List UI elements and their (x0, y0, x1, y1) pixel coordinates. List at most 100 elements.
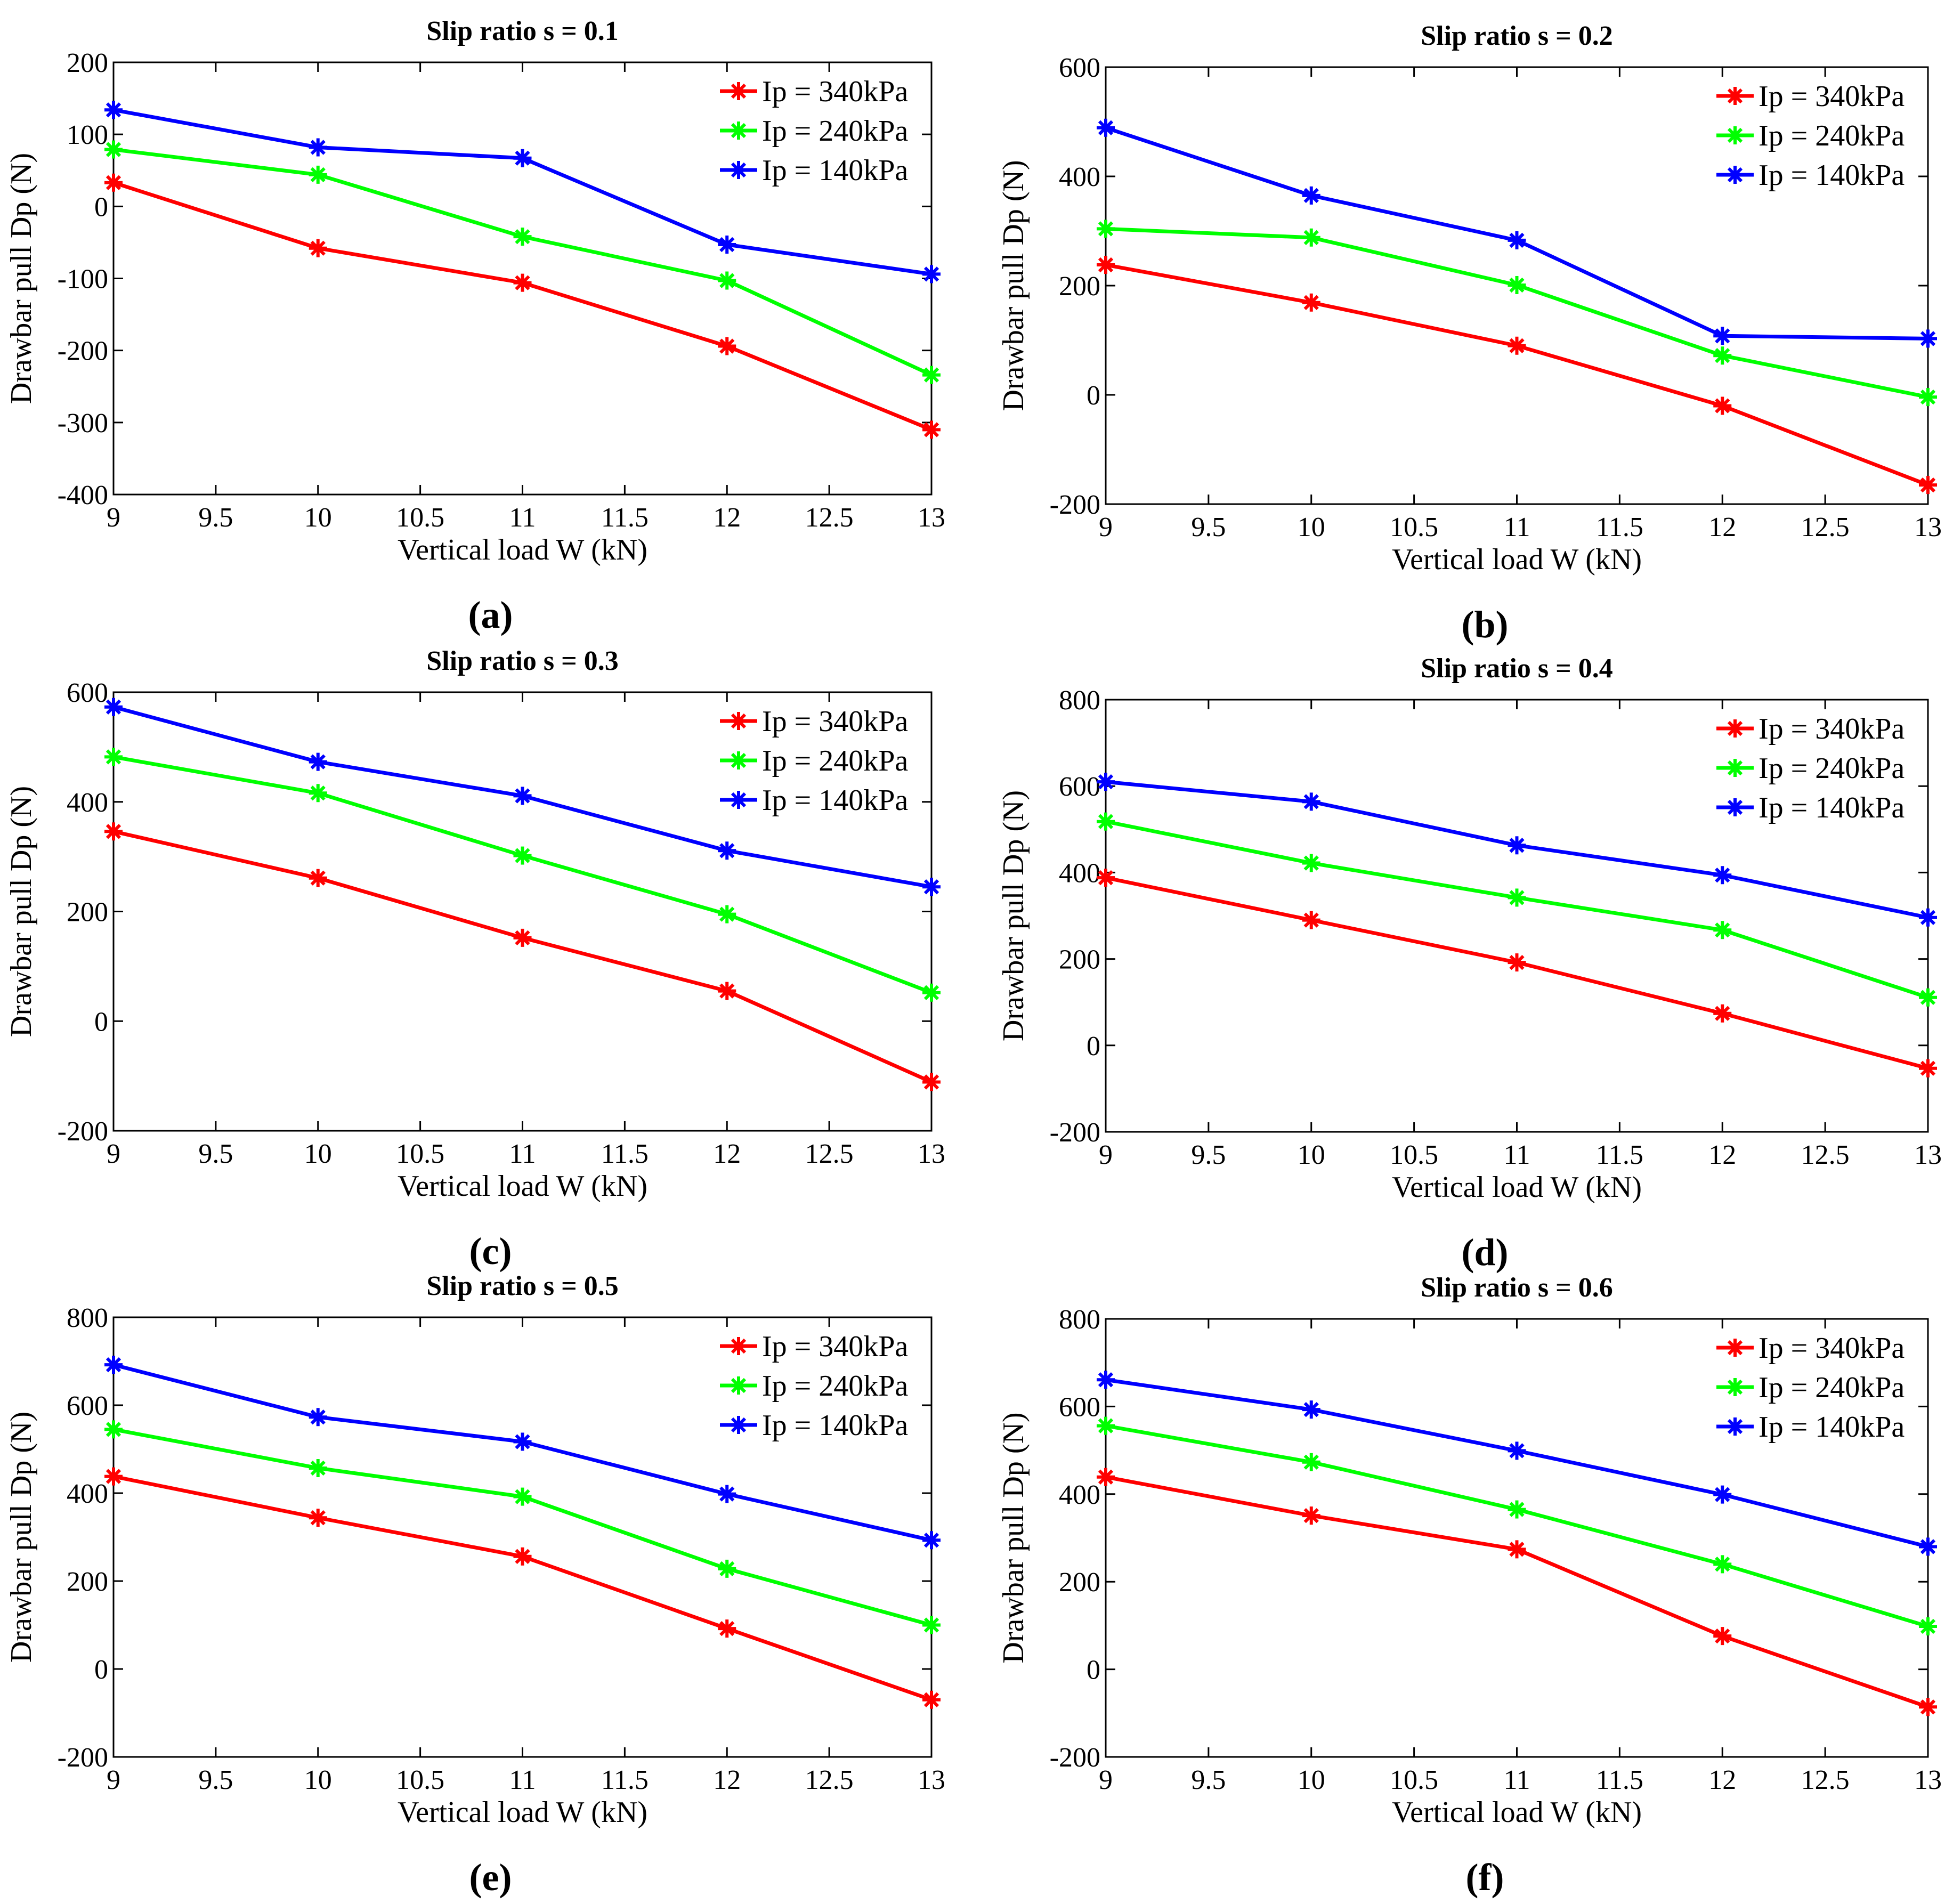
marker-core (313, 873, 322, 882)
marker-core (518, 278, 527, 287)
legend-label: Ip = 240kPa (762, 115, 908, 148)
y-tick-label: 0 (94, 1655, 108, 1685)
x-tick-label: 11 (509, 1765, 536, 1795)
data-point-marker (513, 149, 532, 167)
marker-core (723, 240, 732, 249)
plot-frame (1105, 699, 1929, 1133)
marker-core (927, 1077, 936, 1087)
data-point-marker (718, 841, 736, 860)
x-tick-label: 11 (1503, 512, 1530, 542)
marker-core (1307, 233, 1316, 242)
data-point-marker (513, 846, 532, 865)
marker-core (723, 986, 732, 995)
marker-core (109, 1425, 118, 1434)
series-blue (104, 101, 941, 283)
data-point-marker (1726, 166, 1744, 184)
marker-core (1718, 1632, 1727, 1641)
x-tick-label: 9.5 (1191, 1765, 1226, 1795)
x-tick-label: 10.5 (1390, 512, 1438, 542)
x-tick-label: 12 (1708, 512, 1736, 542)
marker-core (734, 126, 743, 135)
data-point-marker (1713, 327, 1732, 345)
data-point-marker (718, 271, 736, 290)
marker-core (1101, 1472, 1110, 1481)
legend-label: Ip = 240kPa (1758, 752, 1905, 785)
x-axis-label: Vertical load W (kN) (1392, 1796, 1642, 1829)
x-tick-label: 9 (1099, 1765, 1113, 1795)
data-point-marker (1919, 1698, 1937, 1716)
chart-title: Slip ratio s = 0.5 (426, 1271, 618, 1301)
data-point-marker (1713, 1555, 1732, 1574)
x-tick-label: 11.5 (1596, 1140, 1643, 1170)
data-point-marker (1713, 1485, 1732, 1504)
marker-core (723, 1489, 732, 1498)
x-tick-label: 9.5 (198, 503, 233, 533)
marker-core (1924, 1703, 1932, 1712)
data-point-marker (309, 138, 327, 157)
marker-core (1731, 92, 1739, 100)
marker-core (313, 789, 322, 798)
marker-core (518, 1552, 527, 1561)
y-tick-label: -200 (1050, 1117, 1100, 1148)
y-tick-label: 800 (1059, 685, 1100, 716)
data-point-marker (730, 791, 748, 809)
legend-entry: Ip = 140kPa (720, 1409, 908, 1442)
marker-core (734, 756, 743, 765)
marker-core (1718, 1490, 1727, 1499)
legend-label: Ip = 140kPa (1758, 1411, 1905, 1444)
data-point-marker (104, 1420, 123, 1439)
data-point-marker (1097, 773, 1115, 791)
chart-panel-2: 9 9.5 10 10.5 11 11.5 12 12.5 13 -200 0 200 400 600 Sl… (997, 21, 1942, 646)
y-tick-label: 200 (1059, 271, 1100, 302)
data-point-marker (1713, 921, 1732, 939)
data-point-marker (309, 752, 327, 771)
data-point-marker (730, 712, 748, 730)
marker-core (1718, 331, 1727, 341)
legend-entry: Ip = 140kPa (1716, 159, 1905, 192)
marker-core (1718, 351, 1727, 360)
data-point-marker (922, 983, 941, 1002)
marker-core (1307, 858, 1316, 868)
marker-core (313, 1463, 322, 1472)
x-tick-label: 11.5 (601, 1139, 649, 1169)
data-point-marker (513, 228, 532, 246)
y-axis-label: Drawbar pull Dp (N) (997, 160, 1030, 411)
y-tick-label: -200 (1050, 1743, 1100, 1773)
x-tick-label: 10 (304, 503, 332, 533)
data-point-marker (1097, 118, 1115, 137)
marker-core (109, 702, 118, 711)
data-point-marker (513, 928, 532, 947)
data-point-marker (1097, 220, 1115, 238)
legend-entry: Ip = 240kPa (1716, 752, 1905, 785)
data-point-marker (1302, 293, 1320, 312)
series-red (104, 1467, 941, 1709)
chart-title: Slip ratio s = 0.4 (1421, 653, 1612, 684)
x-tick-label: 11 (1503, 1765, 1530, 1795)
marker-core (518, 851, 527, 860)
legend-entry: Ip = 240kPa (720, 744, 908, 777)
data-point-marker (104, 101, 123, 119)
marker-core (1731, 1383, 1739, 1391)
marker-core (518, 232, 527, 241)
legend-entry: Ip = 340kPa (720, 75, 908, 108)
data-point-marker (1713, 1004, 1732, 1023)
data-point-marker (1302, 1506, 1320, 1525)
data-point-marker (730, 1416, 748, 1434)
legend-label: Ip = 240kPa (762, 744, 908, 777)
marker-core (1731, 803, 1739, 812)
y-tick-label: -200 (58, 336, 108, 367)
data-point-marker (104, 173, 123, 192)
x-tick-label: 12.5 (1801, 512, 1850, 542)
data-point-marker (1726, 1339, 1744, 1357)
marker-core (1512, 893, 1521, 902)
legend-label: Ip = 340kPa (762, 75, 908, 108)
legend-entry: Ip = 140kPa (1716, 1411, 1905, 1444)
data-point-marker (1302, 1400, 1320, 1419)
marker-core (1101, 1375, 1110, 1384)
y-axis-label: Drawbar pull Dp (N) (5, 153, 38, 404)
x-tick-label: 13 (918, 1139, 945, 1169)
y-axis-label: Drawbar pull Dp (N) (5, 786, 38, 1037)
data-point-marker (730, 82, 748, 100)
marker-core (1924, 1064, 1932, 1073)
